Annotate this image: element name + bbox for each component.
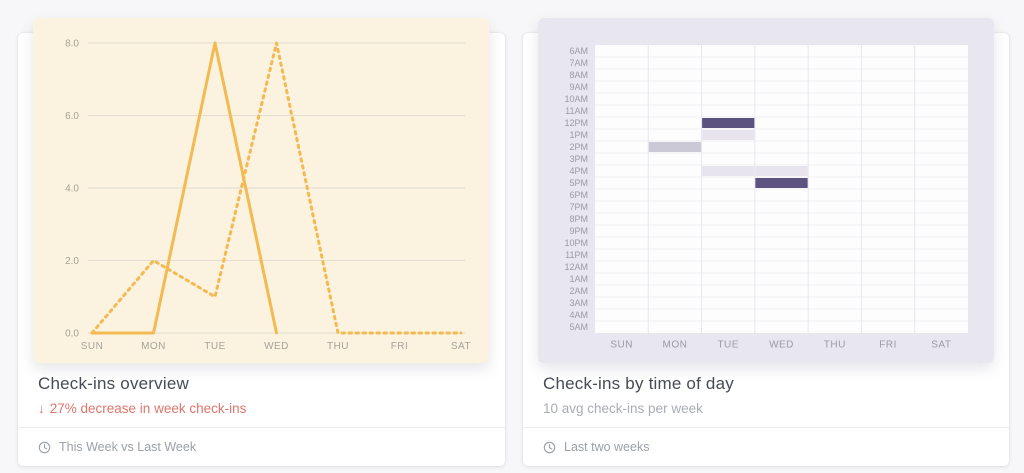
svg-text:9AM: 9AM xyxy=(569,82,588,92)
svg-text:2AM: 2AM xyxy=(569,286,588,296)
svg-text:4.0: 4.0 xyxy=(65,184,79,195)
svg-text:TUE: TUE xyxy=(204,341,226,352)
svg-text:3AM: 3AM xyxy=(569,298,588,308)
svg-text:2PM: 2PM xyxy=(569,142,588,152)
checkins-time-of-day-card: 6AM 7AM 8AM 9AM 10AM 11AM 12PM 1PM 2PM 3PM 4PM 5PM 6… xyxy=(523,18,1009,466)
svg-text:THU: THU xyxy=(327,341,349,352)
overview-card-body: Check-ins overview ↓ 27% decrease in wee… xyxy=(38,374,485,416)
clock-icon xyxy=(38,441,51,454)
overview-card-footer: This Week vs Last Week xyxy=(18,427,505,466)
overview-footer-label: This Week vs Last Week xyxy=(59,440,197,454)
svg-text:SAT: SAT xyxy=(931,340,951,351)
svg-text:WED: WED xyxy=(769,340,794,351)
svg-text:3PM: 3PM xyxy=(569,154,588,164)
svg-text:9PM: 9PM xyxy=(569,226,588,236)
time-of-day-heatmap: 6AM 7AM 8AM 9AM 10AM 11AM 12PM 1PM 2PM 3PM 4PM 5PM 6… xyxy=(564,45,968,351)
svg-text:1AM: 1AM xyxy=(569,274,588,284)
svg-text:6PM: 6PM xyxy=(569,190,588,200)
time-of-day-card-body: Check-ins by time of day 10 avg check-in… xyxy=(543,374,989,416)
svg-text:8.0: 8.0 xyxy=(65,39,79,50)
delta-text: 27% decrease in week check-ins xyxy=(49,401,247,416)
svg-text:7AM: 7AM xyxy=(569,58,588,68)
svg-text:12PM: 12PM xyxy=(564,118,588,128)
svg-text:5PM: 5PM xyxy=(569,178,588,188)
svg-text:TUE: TUE xyxy=(717,340,739,351)
svg-text:THU: THU xyxy=(824,340,846,351)
svg-text:FRI: FRI xyxy=(879,340,897,351)
svg-text:SAT: SAT xyxy=(451,341,471,352)
clock-icon xyxy=(543,441,556,454)
arrow-down-icon: ↓ xyxy=(38,401,45,416)
time-of-day-card-title: Check-ins by time of day xyxy=(543,374,734,393)
svg-text:WED: WED xyxy=(264,341,289,352)
time-of-day-card-footer: Last two weeks xyxy=(523,427,1009,466)
svg-text:4AM: 4AM xyxy=(569,310,588,320)
heatmap-panel: 6AM 7AM 8AM 9AM 10AM 11AM 12PM 1PM 2PM 3PM 4PM 5PM 6… xyxy=(538,18,994,363)
svg-text:SUN: SUN xyxy=(610,340,633,351)
svg-text:11AM: 11AM xyxy=(565,106,588,116)
svg-text:7PM: 7PM xyxy=(569,202,588,212)
svg-text:4PM: 4PM xyxy=(569,166,588,176)
svg-text:SUN: SUN xyxy=(81,341,104,352)
svg-text:6AM: 6AM xyxy=(569,46,588,56)
svg-text:8AM: 8AM xyxy=(569,70,588,80)
svg-text:11PM: 11PM xyxy=(565,250,588,260)
checkins-overview-card: 0.0 2.0 4.0 6.0 8.0 SUN MON TUE WED THU FRI SAT Che… xyxy=(18,18,505,466)
svg-text:12AM: 12AM xyxy=(564,262,588,272)
svg-text:2.0: 2.0 xyxy=(65,256,79,267)
svg-text:6.0: 6.0 xyxy=(65,111,79,122)
svg-text:10AM: 10AM xyxy=(564,94,588,104)
overview-card-title: Check-ins overview xyxy=(38,374,189,393)
delta-indicator: ↓ 27% decrease in week check-ins xyxy=(38,401,485,416)
svg-text:MON: MON xyxy=(663,340,688,351)
svg-text:1PM: 1PM xyxy=(569,130,588,140)
svg-text:FRI: FRI xyxy=(391,341,409,352)
svg-text:MON: MON xyxy=(141,341,166,352)
svg-text:10PM: 10PM xyxy=(564,238,588,248)
svg-text:5AM: 5AM xyxy=(569,322,588,332)
svg-text:8PM: 8PM xyxy=(569,214,588,224)
time-of-day-footer-label: Last two weeks xyxy=(564,440,650,454)
svg-text:0.0: 0.0 xyxy=(65,329,79,340)
weekly-checkins-line-chart: 0.0 2.0 4.0 6.0 8.0 SUN MON TUE WED THU FRI SAT xyxy=(65,39,471,353)
time-of-day-subtitle: 10 avg check-ins per week xyxy=(543,401,703,416)
overview-chart-panel: 0.0 2.0 4.0 6.0 8.0 SUN MON TUE WED THU FRI SAT xyxy=(33,18,489,363)
